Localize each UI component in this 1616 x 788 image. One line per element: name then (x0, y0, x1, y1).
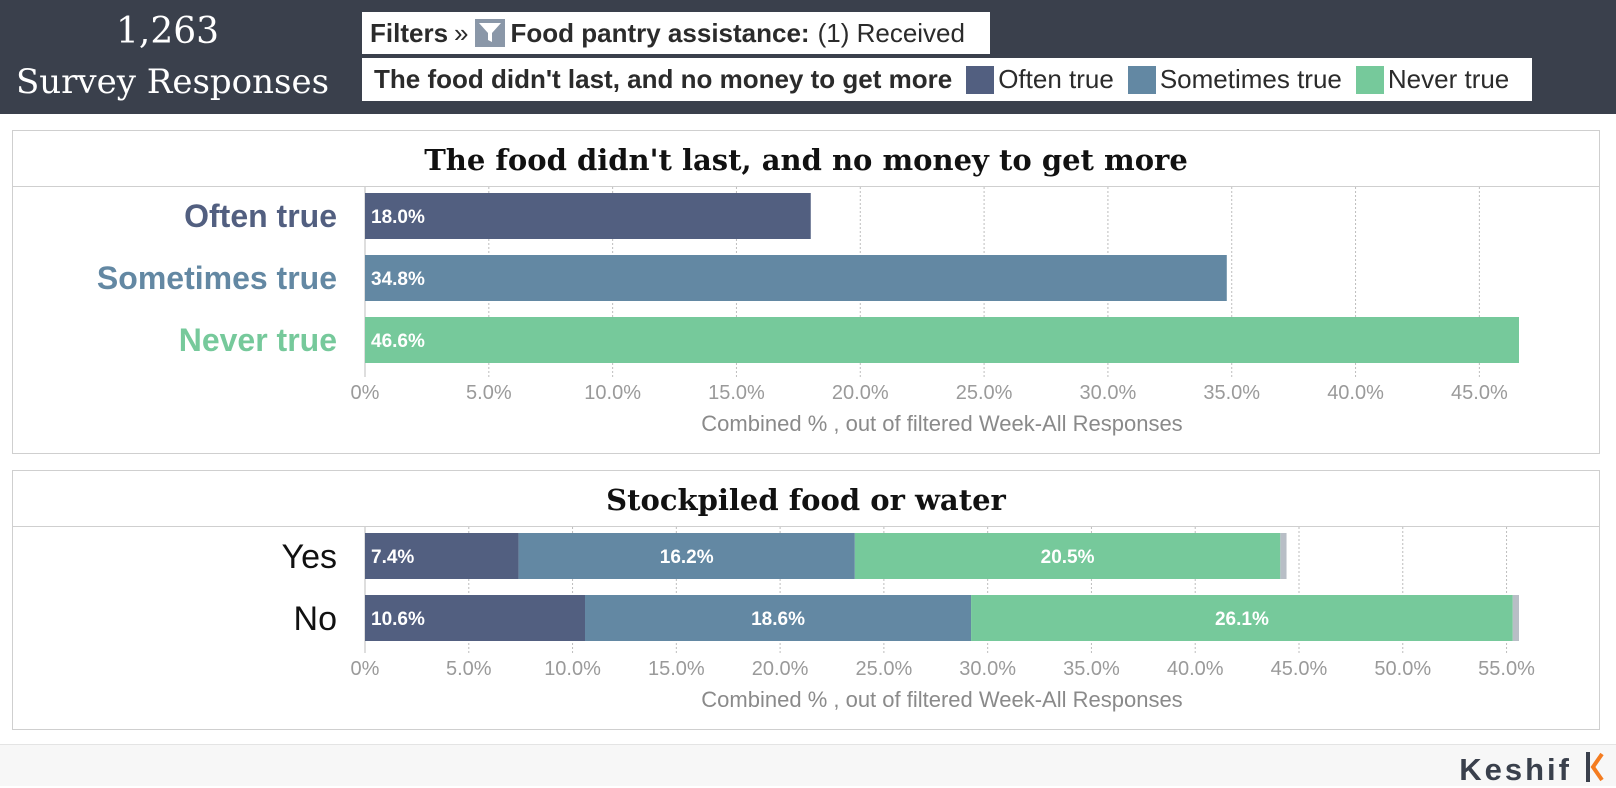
data-label: 20.5% (1041, 547, 1095, 568)
x-tick-label: 5.0% (446, 658, 492, 680)
legend-item-sometimes-true[interactable]: Sometimes true (1127, 64, 1342, 95)
x-tick-label: 40.0% (1327, 382, 1384, 404)
category-label-often-true: Often true (184, 198, 337, 234)
x-tick-label: 20.0% (752, 658, 809, 680)
legend-item-often-true[interactable]: Often true (966, 64, 1114, 95)
x-tick-label: 10.0% (584, 382, 641, 404)
x-tick-label: 25.0% (856, 658, 913, 680)
data-label: 7.4% (371, 547, 414, 568)
chart-title: The food didn't last, and no money to ge… (13, 131, 1599, 187)
summary-header: 1,263 Survey Responses Filters » Food pa… (0, 0, 1616, 114)
legend-label-often-true: Often true (998, 64, 1114, 94)
legend-item-never-true[interactable]: Never true (1355, 64, 1510, 95)
response-count: 1,263 (115, 11, 220, 52)
bar-segment-yes-sometimes-true (518, 533, 855, 579)
bar-segment-yes-other (1280, 533, 1287, 579)
category-label-sometimes-true: Sometimes true (97, 260, 337, 296)
data-label: 18.0% (371, 207, 425, 228)
x-axis-label: Combined % , out of filtered Week-All Re… (701, 687, 1182, 712)
bar-never-true (365, 317, 1519, 363)
filters-label: Filters (370, 17, 449, 48)
data-label: 16.2% (660, 547, 714, 568)
x-tick-label: 25.0% (956, 382, 1013, 404)
data-label: 46.6% (371, 331, 425, 352)
legend-swatch-often-true (966, 65, 995, 94)
chart-stockpiled: 0% 5.0% 10.0% 15.0% 20.0% 25.0% 30.0% 35.0% 40.0… (282, 527, 1535, 712)
x-tick-label: 15.0% (708, 382, 765, 404)
x-axis-label: Combined % , out of filtered Week-All Re… (701, 411, 1182, 436)
bar-segment-yes-often-true (365, 533, 519, 579)
x-tick-label: 50.0% (1374, 658, 1431, 680)
x-tick-label: 45.0% (1271, 658, 1328, 680)
x-tick-label: 55.0% (1478, 658, 1535, 680)
x-tick-label: 40.0% (1167, 658, 1224, 680)
bar-segment-no-other (1512, 595, 1519, 641)
chart-panel-stockpiled: Stockpiled food or water 0% 5.0% 10.0% 15.0… (12, 470, 1600, 730)
x-tick-label: 35.0% (1203, 382, 1260, 404)
bar-segment-no-sometimes-true (585, 595, 972, 641)
x-tick-label: 5.0% (466, 382, 512, 404)
legend-label-never-true: Never true (1387, 64, 1510, 94)
legend: The food didn't last, and no money to ge… (362, 58, 1532, 101)
bar-segment-no-often-true (365, 595, 586, 641)
legend-title: The food didn't last, and no money to ge… (374, 64, 953, 94)
x-tick-label: 0% (351, 382, 380, 404)
bar-often-true (365, 193, 811, 239)
legend-swatch-sometimes-true (1127, 65, 1156, 94)
x-tick-label: 15.0% (648, 658, 705, 680)
keshif-logo-icon (1586, 752, 1604, 782)
footer-bar (0, 744, 1616, 786)
chart-panel-food-didnt-last: The food didn't last, and no money to ge… (12, 130, 1600, 454)
data-label: 26.1% (1215, 609, 1269, 630)
chart-food-didnt-last: 0% 5.0% 10.0% 15.0% 20.0% 25.0% 30.0% 35.0% 40.0… (97, 187, 1519, 436)
bar-segment-yes-never-true (854, 533, 1281, 579)
filter-breadcrumb[interactable]: Filters » Food pantry assistance: (1) Re… (362, 12, 990, 54)
category-label-no: No (294, 600, 337, 638)
brand-name[interactable]: Keshif (1459, 752, 1572, 787)
legend-swatch-never-true (1355, 65, 1384, 94)
filter-value: (1) Received (817, 17, 965, 48)
x-tick-label: 35.0% (1063, 658, 1120, 680)
chart-title: Stockpiled food or water (13, 471, 1599, 527)
x-tick-label: 30.0% (1080, 382, 1137, 404)
filter-name: Food pantry assistance: (510, 17, 810, 48)
x-tick-label: 10.0% (544, 658, 601, 680)
legend-label-sometimes-true: Sometimes true (1159, 64, 1342, 94)
response-count-label: Survey Responses (15, 62, 330, 102)
data-label: 18.6% (751, 609, 805, 630)
x-tick-label: 0% (351, 658, 380, 680)
category-label-yes: Yes (282, 538, 337, 576)
bar-segment-no-never-true (971, 595, 1513, 641)
x-tick-label: 20.0% (832, 382, 889, 404)
data-label: 10.6% (371, 609, 425, 630)
x-tick-label: 45.0% (1451, 382, 1508, 404)
x-tick-label: 30.0% (959, 658, 1016, 680)
funnel-icon[interactable] (474, 19, 505, 47)
category-label-never-true: Never true (179, 322, 337, 358)
bar-sometimes-true (365, 255, 1227, 301)
filter-separator: » (454, 17, 469, 48)
data-label: 34.8% (371, 269, 425, 290)
